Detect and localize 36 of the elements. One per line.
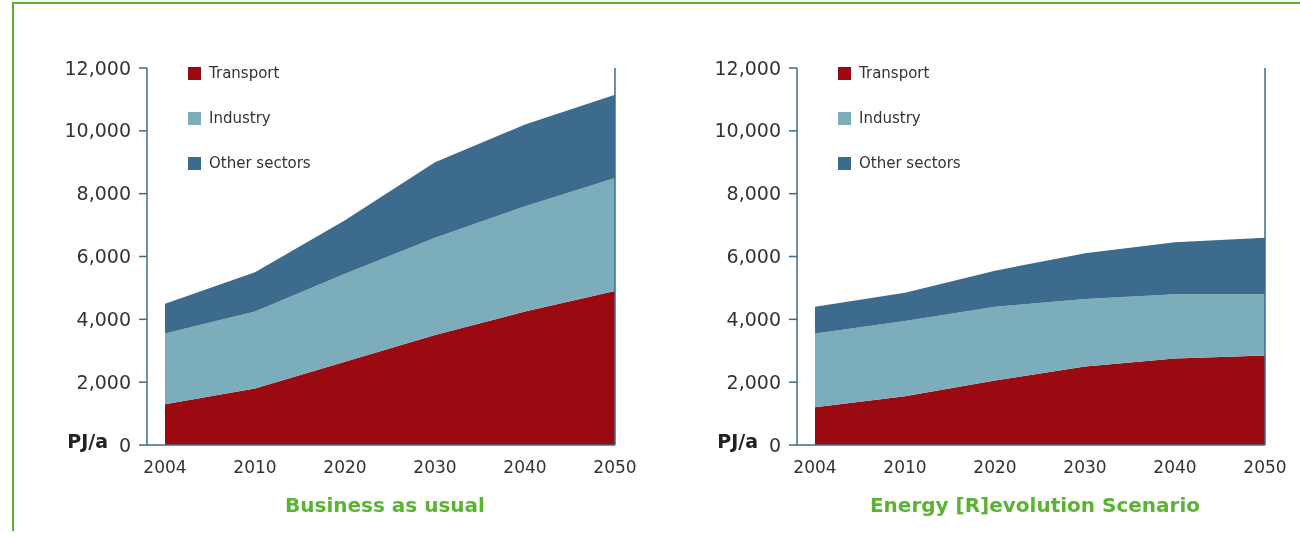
y-tick-label: 8,000 <box>76 182 131 205</box>
x-tick-label: 2020 <box>973 457 1017 477</box>
x-tick-label: 2030 <box>413 457 457 477</box>
x-tick-label: 2040 <box>503 457 547 477</box>
x-tick-label: 2004 <box>143 457 187 477</box>
x-tick-label: 2050 <box>1243 457 1287 477</box>
x-tick-label: 2020 <box>323 457 367 477</box>
y-tick-label: 0 <box>118 433 131 456</box>
legend-label: Transport <box>208 64 280 83</box>
y-tick-label: 6,000 <box>76 245 131 268</box>
y-tick-label: 0 <box>768 433 781 456</box>
x-tick-label: 2050 <box>593 457 637 477</box>
x-tick-label: 2030 <box>1063 457 1107 477</box>
y-tick-label: 2,000 <box>76 370 131 393</box>
y-axis-title: PJ/a <box>717 430 758 452</box>
text: Energy [R]evolution Scenario <box>869 493 1201 517</box>
x-tick-label: 2040 <box>1153 457 1197 477</box>
x-tick-label: 2004 <box>793 457 837 477</box>
y-axis-title: PJ/a <box>67 430 108 452</box>
y-tick-label: 8,000 <box>726 182 781 205</box>
legend-label: Industry <box>209 109 271 128</box>
y-tick-label: 12,000 <box>64 56 131 79</box>
legend-label: Transport <box>858 64 930 83</box>
legend-label: Industry <box>859 109 921 128</box>
y-tick-label: 4,000 <box>726 307 781 330</box>
x-tick-label: 2010 <box>233 457 277 477</box>
y-tick-label: 2,000 <box>726 370 781 393</box>
y-tick-label: 10,000 <box>714 119 781 142</box>
y-tick-label: 6,000 <box>726 245 781 268</box>
legend-label: Other sectors <box>859 154 961 173</box>
y-tick-label: 4,000 <box>76 307 131 330</box>
y-tick-label: 10,000 <box>64 119 131 142</box>
text: Business as usual <box>285 493 485 517</box>
y-tick-label: 12,000 <box>714 56 781 79</box>
x-tick-label: 2010 <box>883 457 927 477</box>
legend-label: Other sectors <box>209 154 311 173</box>
